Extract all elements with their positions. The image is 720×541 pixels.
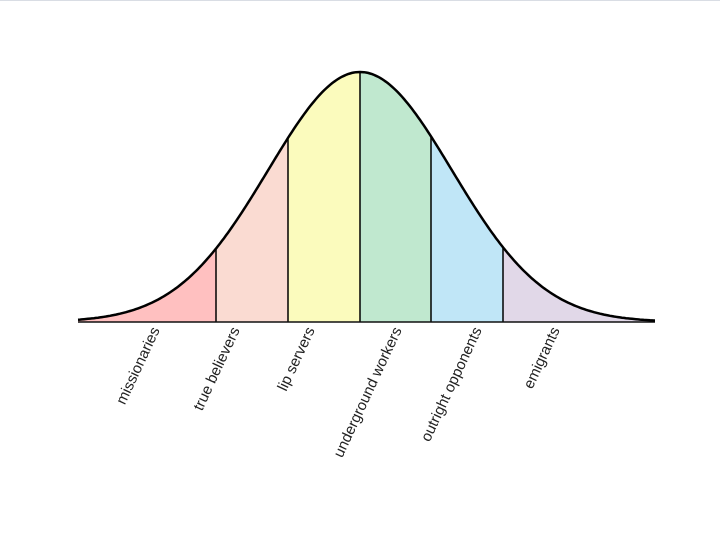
segment-true-believers [216,137,288,322]
segment-underground-workers [360,72,431,322]
segment-label-emigrants: emigrants [520,325,563,392]
segment-lip-servers [288,72,360,322]
segment-label-outright-opponents: outright opponents [418,325,486,445]
segment-missionaries [78,248,216,322]
segment-label-lip-servers: lip servers [274,325,318,394]
bell-curve-outline [77,70,655,322]
segment-emigrants [503,247,655,322]
segment-label-missionaries: missionaries [113,325,164,408]
segment-label-underground-workers: underground workers [330,325,405,461]
segment-outright-opponents [431,136,503,322]
segment-label-true-believers: true believers [190,325,243,414]
